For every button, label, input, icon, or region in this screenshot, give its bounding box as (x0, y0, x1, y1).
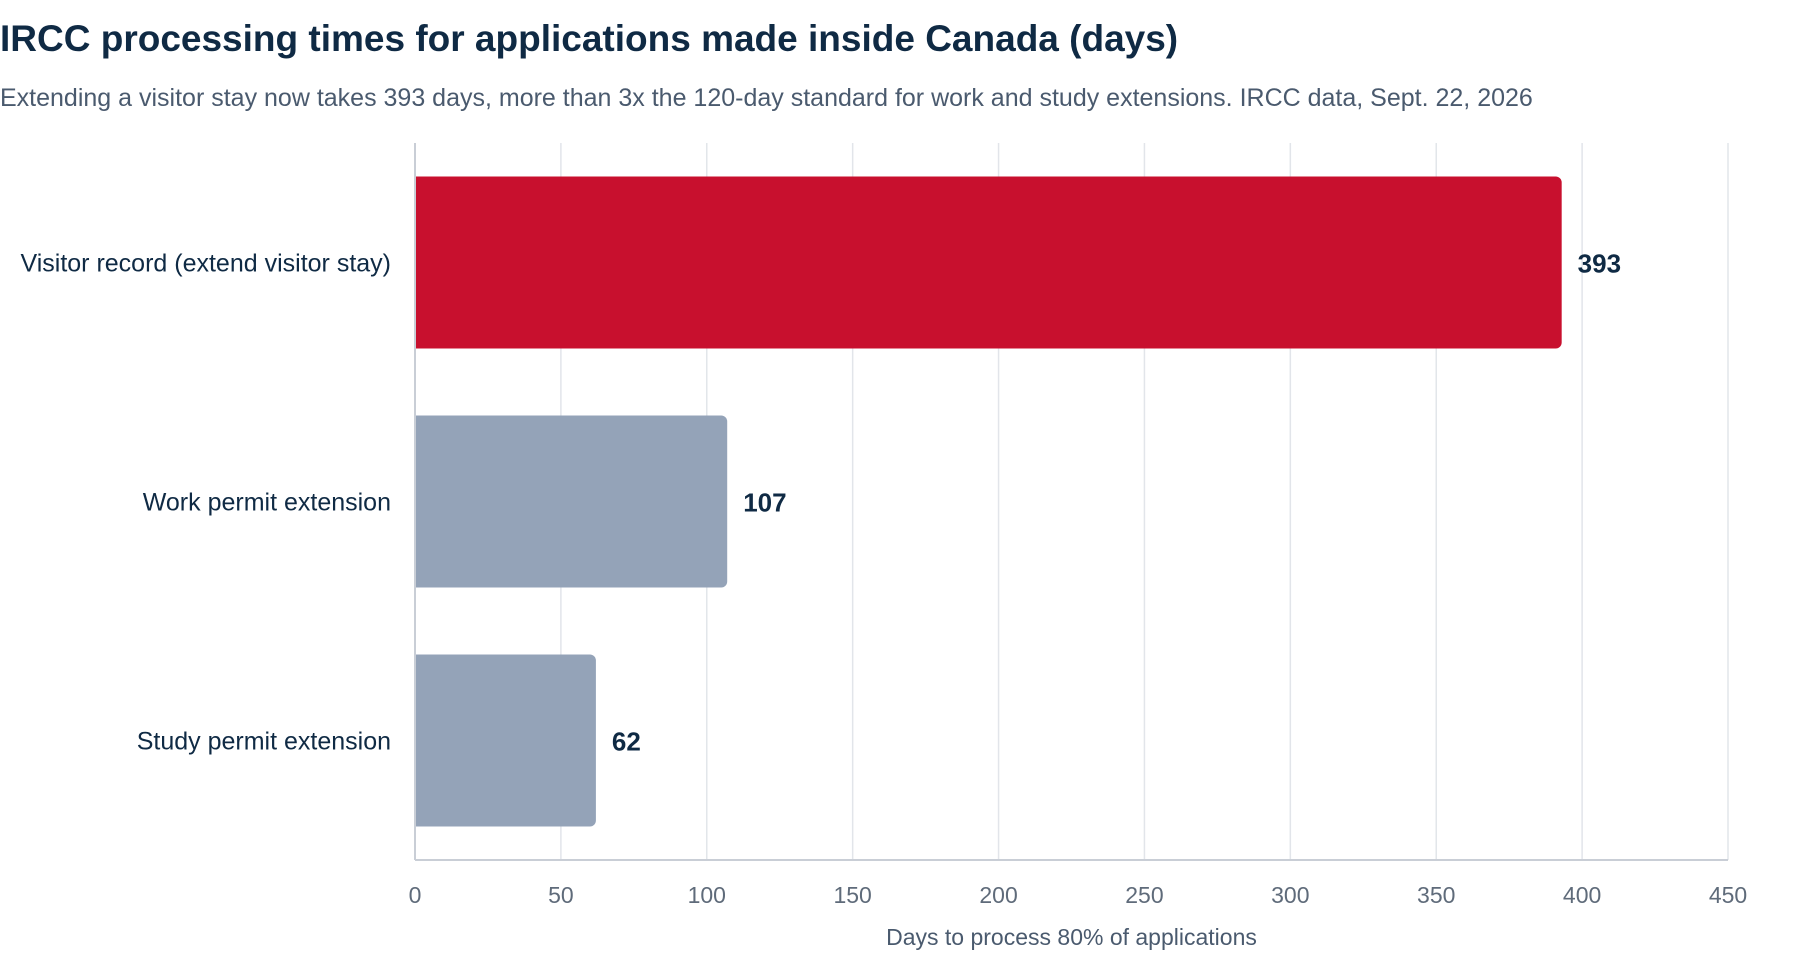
bar (415, 176, 1562, 349)
bar (415, 415, 728, 588)
bar-edge (415, 654, 423, 827)
category-label: Study permit extension (137, 728, 391, 756)
category-label: Visitor record (extend visitor stay) (21, 250, 392, 278)
data-label: 62 (612, 727, 641, 757)
chart-subtitle: Extending a visitor stay now takes 393 d… (0, 84, 1533, 112)
data-label: 107 (743, 488, 786, 518)
data-label: 393 (1578, 249, 1621, 279)
chart-title: IRCC processing times for applications m… (0, 18, 1179, 59)
labels: Visitor record (extend visitor stay) 393 W… (21, 249, 1622, 757)
x-tick-label: 100 (688, 882, 726, 908)
x-tick-label: 150 (833, 882, 871, 908)
x-tick-label: 200 (979, 882, 1017, 908)
x-tick-label: 400 (1563, 882, 1601, 908)
x-tick-label: 450 (1709, 882, 1747, 908)
bar (415, 654, 596, 827)
bar-edge (415, 176, 423, 349)
bars (415, 176, 1562, 827)
x-axis-title: Days to process 80% of applications (886, 924, 1257, 950)
category-label: Work permit extension (143, 489, 391, 517)
x-tick-label: 0 (409, 882, 422, 908)
x-tick-label: 350 (1417, 882, 1455, 908)
x-tick-label: 300 (1271, 882, 1309, 908)
x-tick-label: 250 (1125, 882, 1163, 908)
bar-edge (415, 415, 423, 588)
axes: 0 50 100 150 200 250 300 350 400 450 Days to proce… (409, 143, 1747, 950)
x-tick-label: 50 (548, 882, 574, 908)
